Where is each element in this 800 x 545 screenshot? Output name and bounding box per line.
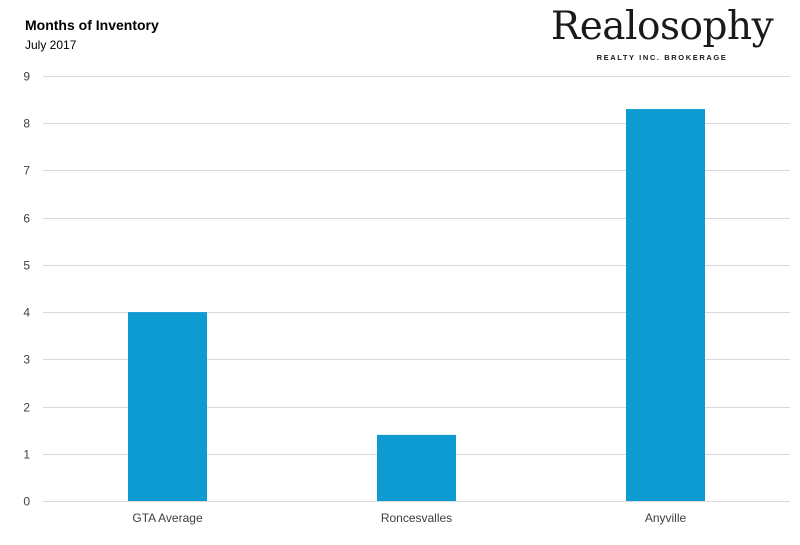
x-tick-label: Roncesvalles: [381, 511, 452, 525]
x-tick-label: Anyville: [645, 511, 687, 525]
y-tick-label: 3: [23, 353, 30, 367]
bars: [128, 109, 705, 502]
chart-subtitle: July 2017: [25, 38, 77, 52]
y-axis-ticks: 0 1 2 3 4 5 6 7 8 9: [23, 70, 30, 509]
y-tick-label: 0: [23, 495, 30, 509]
bar: [377, 434, 456, 501]
y-tick-label: 9: [23, 70, 30, 84]
x-axis-ticks: GTA Average Roncesvalles Anyville: [132, 511, 686, 525]
x-tick-label: GTA Average: [132, 511, 203, 525]
y-tick-label: 4: [23, 306, 30, 320]
chart-title: Months of Inventory: [25, 17, 159, 33]
y-tick-label: 1: [23, 448, 30, 462]
brand-logo: Realosophy REALTY INC. BROKERAGE: [548, 4, 776, 70]
y-tick-label: 8: [23, 117, 30, 131]
brand-logo-tagline: REALTY INC. BROKERAGE: [596, 53, 728, 62]
bar: [626, 109, 705, 502]
y-tick-label: 5: [23, 259, 30, 273]
y-tick-label: 7: [23, 164, 30, 178]
y-tick-label: 6: [23, 212, 30, 226]
brand-logo-name: Realosophy: [550, 4, 774, 49]
bar: [128, 312, 207, 501]
y-tick-label: 2: [23, 401, 30, 415]
